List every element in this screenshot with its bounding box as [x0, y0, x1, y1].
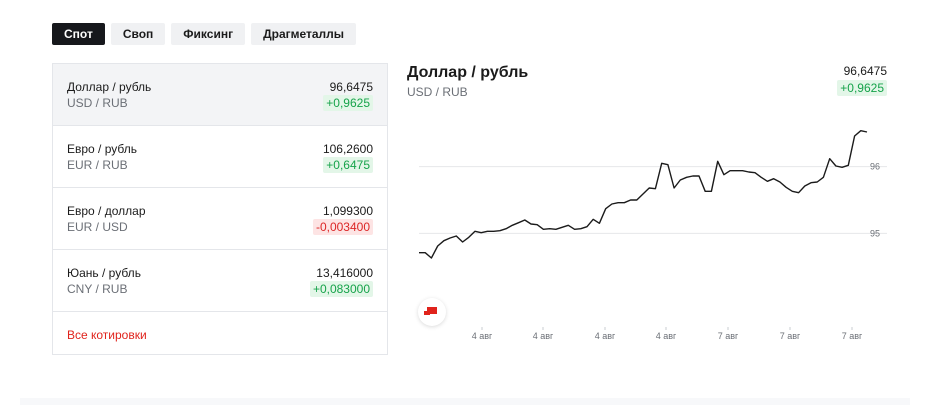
quote-change: -0,003400	[312, 219, 373, 235]
x-tick-label: 4 авг	[595, 331, 616, 341]
chart-change: +0,9625	[837, 80, 887, 96]
all-quotes-link[interactable]: Все котировки	[67, 328, 147, 342]
y-axis: 95 96	[870, 162, 880, 239]
x-tick-label: 7 авг	[842, 331, 863, 341]
quote-name: Юань / рубль	[67, 266, 141, 280]
quote-code: EUR / USD	[67, 220, 128, 234]
quote-change: +0,9625	[323, 95, 373, 111]
tab-swap[interactable]: Своп	[110, 23, 166, 45]
quote-name: Евро / рубль	[67, 142, 137, 156]
page-bottom-band	[20, 398, 910, 405]
currency-flag-badge	[418, 298, 446, 326]
x-tick-label: 7 авг	[718, 331, 739, 341]
flag-icon	[427, 307, 437, 314]
quote-row-cny-rub[interactable]: Юань / рубль CNY / RUB 13,416000 +0,0830…	[53, 250, 387, 312]
y-tick-label: 96	[870, 162, 880, 172]
quote-value: 1,099300	[322, 204, 373, 218]
chart-current-value: 96,6475	[843, 64, 887, 78]
x-tick-label: 4 авг	[533, 331, 554, 341]
quote-row-usd-rub[interactable]: Доллар / рубль USD / RUB 96,6475 +0,9625	[53, 64, 387, 126]
x-axis: 4 авг 4 авг 4 авг 4 авг 7 авг 7 авг 7 авг	[472, 327, 863, 341]
market-tabs: Спот Своп Фиксинг Драгметаллы	[52, 23, 357, 45]
quote-code: EUR / RUB	[67, 158, 128, 172]
tab-fixing[interactable]: Фиксинг	[171, 23, 246, 45]
quote-name: Евро / доллар	[67, 204, 146, 218]
quote-row-eur-usd[interactable]: Евро / доллар EUR / USD 1,099300 -0,0034…	[53, 188, 387, 250]
tab-spot[interactable]: Спот	[52, 23, 105, 45]
quote-change: +0,083000	[309, 281, 373, 297]
rate-chart: 95 96 4 авг 4 авг 4 авг 4 авг 7 авг 7 авг 7 авг	[419, 130, 887, 341]
quote-value: 13,416000	[316, 266, 373, 280]
chart-pair-code: USD / RUB	[407, 85, 468, 99]
quote-value: 96,6475	[329, 80, 373, 94]
y-tick-label: 95	[870, 228, 880, 238]
quote-row-eur-rub[interactable]: Евро / рубль EUR / RUB 106,2600 +0,6475	[53, 126, 387, 188]
x-tick-label: 7 авг	[780, 331, 801, 341]
chart-title: Доллар / рубль	[407, 64, 529, 81]
x-tick-label: 4 авг	[656, 331, 677, 341]
tab-precious-metals[interactable]: Драгметаллы	[251, 23, 357, 45]
rate-line	[419, 130, 868, 259]
chart-grid	[419, 166, 887, 234]
quotes-list: Доллар / рубль USD / RUB 96,6475 +0,9625…	[52, 63, 388, 355]
quote-change: +0,6475	[323, 157, 373, 173]
quote-code: USD / RUB	[67, 96, 128, 110]
quote-value: 106,2600	[322, 142, 373, 156]
quote-name: Доллар / рубль	[67, 80, 152, 94]
quote-code: CNY / RUB	[67, 282, 128, 296]
x-tick-label: 4 авг	[472, 331, 493, 341]
